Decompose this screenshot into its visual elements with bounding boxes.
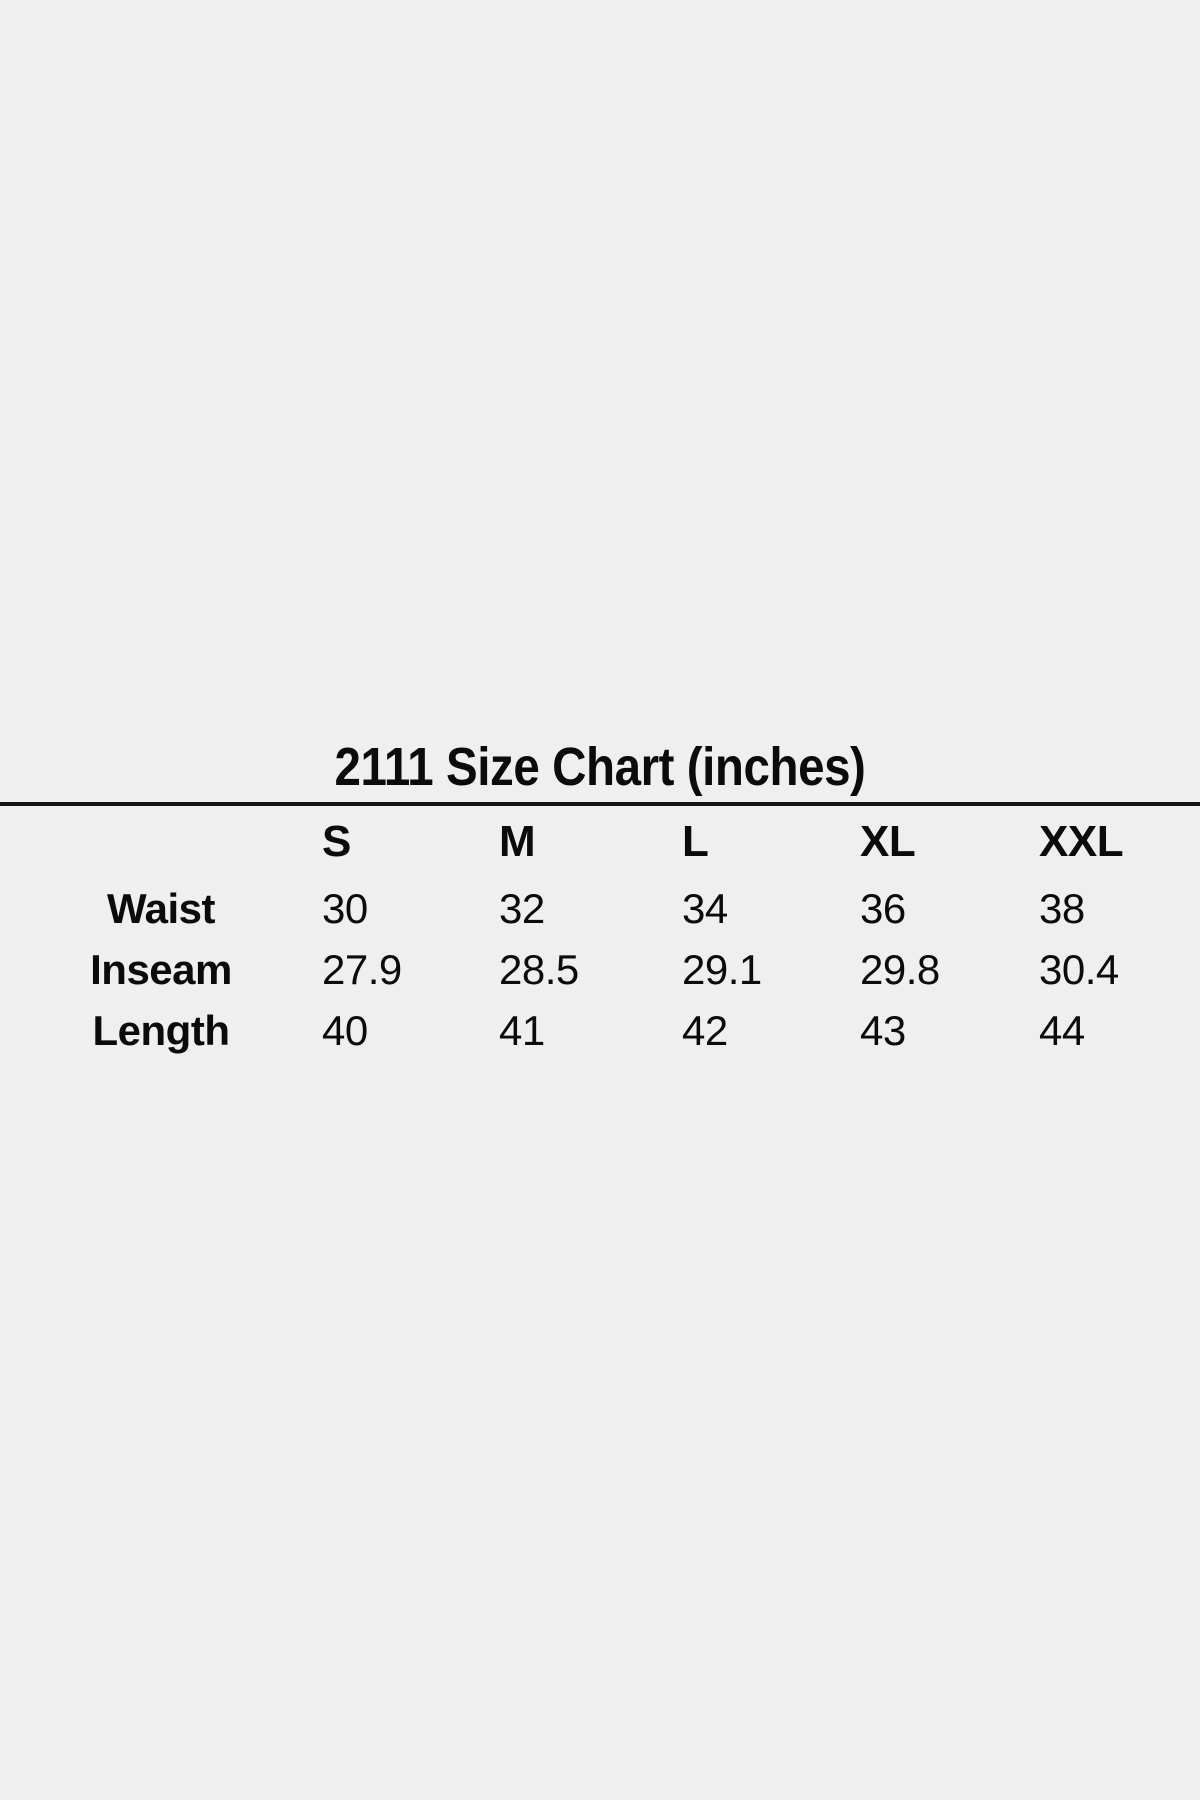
table-corner-cell: [0, 806, 322, 878]
table-cell-length-xl: 43: [860, 1006, 906, 1054]
row-label-length: Length: [92, 1006, 230, 1054]
table-cell-waist-l: 34: [682, 884, 728, 932]
column-header-l: L: [682, 817, 709, 866]
table-cell-waist-xl: 36: [860, 884, 906, 932]
table-cell-waist-xxl: 38: [1039, 884, 1085, 932]
table-cell-inseam-s: 27.9: [322, 945, 402, 993]
table-cell-inseam-xl: 29.8: [860, 945, 940, 993]
table-cell-length-xxl: 44: [1039, 1006, 1085, 1054]
table-cell-waist-m: 32: [499, 884, 545, 932]
column-header-s: S: [322, 817, 351, 866]
row-label-inseam: Inseam: [90, 945, 232, 993]
column-header-xl: XL: [860, 817, 916, 866]
table-cell-inseam-m: 28.5: [499, 945, 579, 993]
table-cell-length-l: 42: [682, 1006, 728, 1054]
column-header-xxl: XXL: [1039, 817, 1124, 866]
table-cell-inseam-xxl: 30.4: [1039, 945, 1119, 993]
row-label-waist: Waist: [107, 884, 215, 932]
column-header-m: M: [499, 817, 536, 866]
table-cell-inseam-l: 29.1: [682, 945, 762, 993]
table-cell-waist-s: 30: [322, 884, 368, 932]
size-chart-table: S M L XL XXL Waist 30 32 34 36 38 Inseam…: [0, 806, 1200, 1061]
size-chart-title: 2111 Size Chart (inches): [334, 737, 866, 797]
title-divider-line: [0, 802, 1200, 806]
table-cell-length-m: 41: [499, 1006, 545, 1054]
table-cell-length-s: 40: [322, 1006, 368, 1054]
